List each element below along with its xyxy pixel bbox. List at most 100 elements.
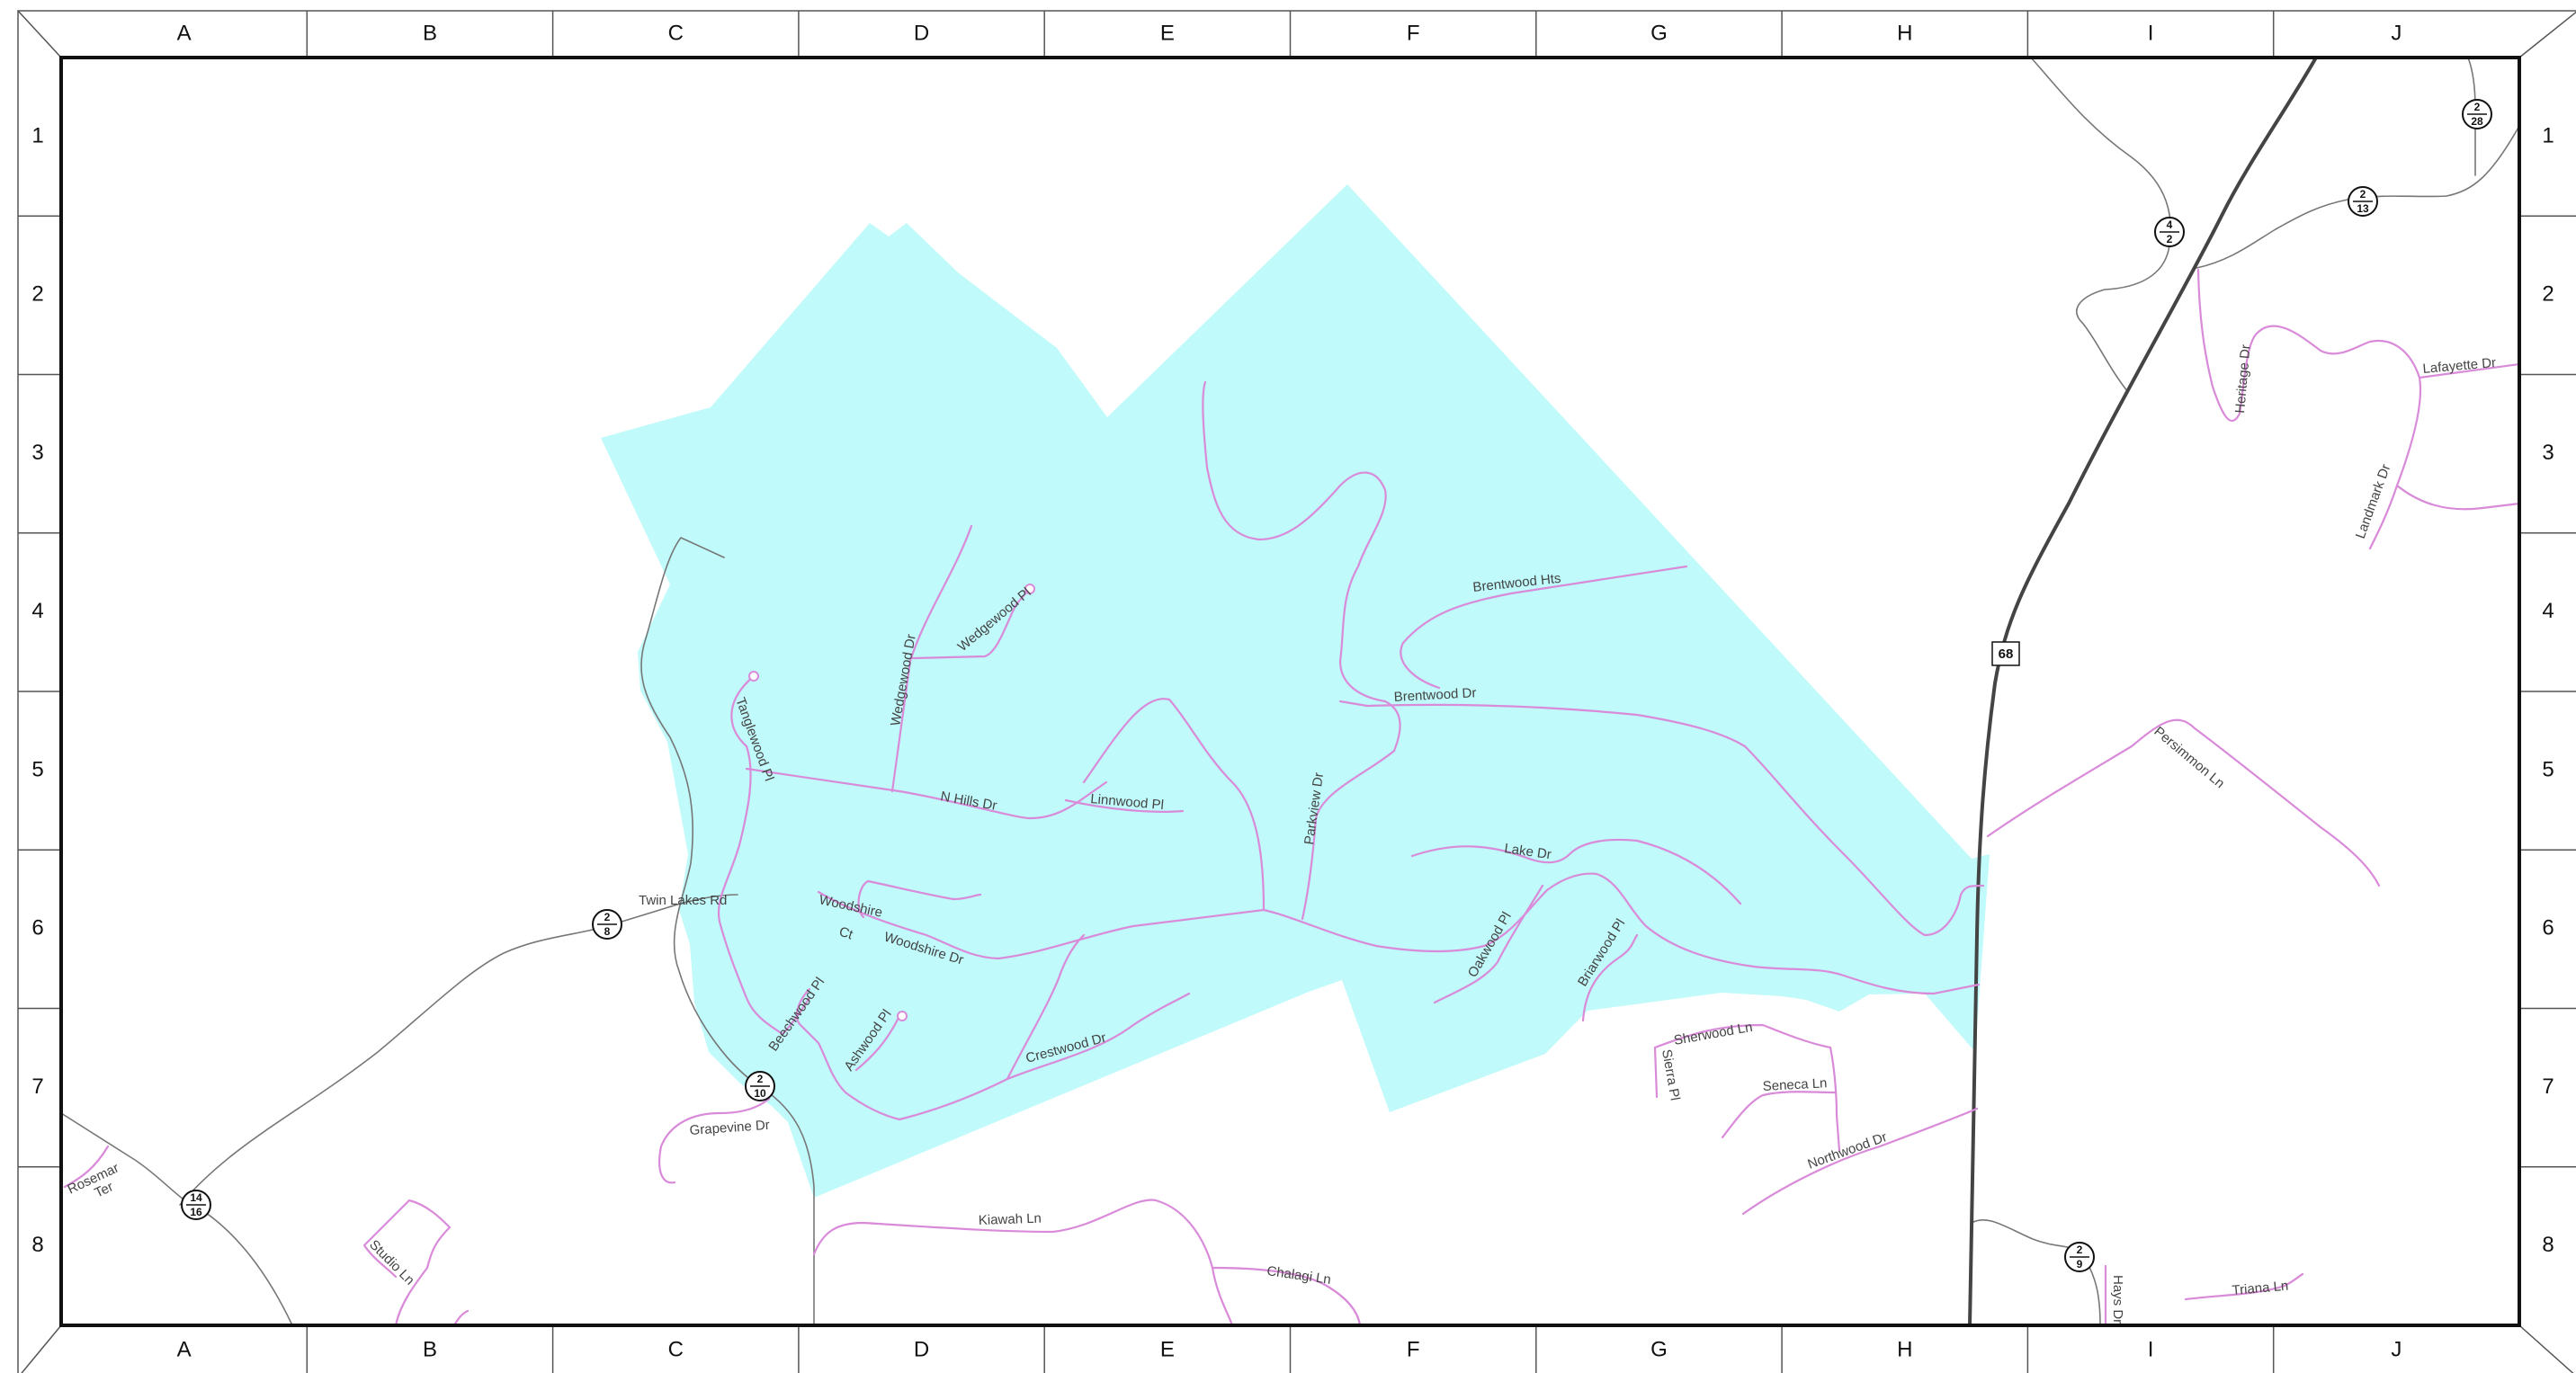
road-ne-2 xyxy=(2196,125,2520,269)
grid-col-label-i-bottom: I xyxy=(2148,1337,2154,1361)
grid-row-label-4-right: 4 xyxy=(2542,599,2554,623)
street-tanglewood-pl xyxy=(717,674,784,1036)
grid-row-label-7-right: 7 xyxy=(2542,1074,2554,1099)
route-marker-2-8: 28 xyxy=(592,909,622,940)
label-grapevine-dr: Grapevine Dr xyxy=(689,1118,770,1138)
street-sierra-pl xyxy=(1653,1046,1659,1099)
route-marker-bottom: 16 xyxy=(190,1206,202,1218)
grid-row-label-1-left: 1 xyxy=(31,123,43,147)
grid-row-label-3-right: 3 xyxy=(2542,441,2554,465)
street-parkview-dr xyxy=(1202,380,1401,921)
route-marker-top: 2 xyxy=(757,1073,764,1085)
route-marker-top: 2 xyxy=(604,911,611,923)
grid-row-label-3-left: 3 xyxy=(31,441,43,465)
street-beechwood-pl xyxy=(781,996,811,1036)
grid-row-label-5-right: 5 xyxy=(2542,757,2554,781)
grid-col-label-h-bottom: H xyxy=(1897,1337,1912,1361)
grid-row-label-4-left: 4 xyxy=(31,599,43,623)
label-brentwood-dr: Brentwood Dr xyxy=(1393,685,1476,705)
label-triana-ln: Triana Ln xyxy=(2232,1279,2289,1298)
label-heritage-dr: Heritage Dr xyxy=(2232,343,2254,414)
grid-col-label-d-bottom: D xyxy=(914,1337,929,1361)
street-n-hills-dr xyxy=(745,767,1108,820)
street-wedgewood-dr xyxy=(890,524,973,793)
street-crestwood-branch xyxy=(1006,933,1086,1081)
grid-col-label-i-top: I xyxy=(2148,21,2154,45)
street-northwood-dr xyxy=(1741,1107,1979,1216)
map-content xyxy=(60,56,2521,1327)
street-grapevine-dr xyxy=(658,1097,771,1184)
grid-col-label-j-bottom: J xyxy=(2391,1337,2402,1361)
street-woodshire-ct xyxy=(857,879,982,919)
grid-row-label-2-left: 2 xyxy=(31,282,43,307)
route-marker-4-2: 42 xyxy=(2154,217,2185,247)
grid-col-label-h-top: H xyxy=(1897,21,1912,45)
street-persimmon-ln xyxy=(1986,718,2381,887)
road-ne-1 xyxy=(2030,57,2171,393)
label-woodshire-ct-2: Ct xyxy=(837,924,855,943)
street-brentwood-hts xyxy=(1400,565,1688,690)
grid-row-label-5-left: 5 xyxy=(31,757,43,781)
grid-col-label-c-top: C xyxy=(668,21,684,45)
grid-col-label-c-bottom: C xyxy=(668,1337,684,1361)
street-woodshire-dr xyxy=(817,872,1981,995)
road-twin-lakes-rd xyxy=(179,894,738,1206)
cul-de-sac xyxy=(897,1011,908,1021)
route-marker-top: 2 xyxy=(2077,1244,2083,1256)
street-landmark-dr xyxy=(2395,484,2521,511)
grid-row-label-1-right: 1 xyxy=(2542,123,2554,147)
route-marker-2-10: 210 xyxy=(745,1071,775,1101)
grid-row-label-6-right: 6 xyxy=(2542,916,2554,941)
route-marker-top: 14 xyxy=(190,1191,202,1204)
grid-col-label-a-top: A xyxy=(177,21,192,45)
route-marker-bottom: 10 xyxy=(754,1087,766,1100)
street-triana-ln xyxy=(2184,1272,2304,1301)
route-marker-top: 4 xyxy=(2167,218,2173,231)
cul-de-sac xyxy=(748,671,759,682)
road-hays xyxy=(1971,1218,2101,1326)
route-marker-bottom: 8 xyxy=(604,925,611,938)
street-rosemar-ter xyxy=(63,1145,110,1189)
label-twin-lakes-rd: Twin Lakes Rd xyxy=(639,893,727,908)
street-ashwood-spur xyxy=(854,1014,901,1072)
street-crestwood-dr xyxy=(898,992,1191,1121)
street-briarwood-pl xyxy=(1581,933,1639,1022)
grid-col-label-e-bottom: E xyxy=(1160,1337,1175,1361)
street-lake-dr xyxy=(1410,838,1742,905)
highway-68-shield-number: 68 xyxy=(1999,646,2014,662)
cul-de-sac xyxy=(1024,584,1035,594)
grid-row-label-8-right: 8 xyxy=(2542,1233,2554,1257)
street-chalagi-ln xyxy=(1211,1266,1362,1327)
grid-row-label-7-left: 7 xyxy=(31,1074,43,1099)
grid-row-label-6-left: 6 xyxy=(31,916,43,941)
grid-col-label-f-bottom: F xyxy=(1407,1337,1420,1361)
grid-col-label-b-bottom: B xyxy=(423,1337,437,1361)
grid-row-label-2-right: 2 xyxy=(2542,282,2554,307)
street-ashwood-pl xyxy=(795,987,901,1121)
street-heritage-dr xyxy=(2196,268,2422,550)
street-linnwood-pl xyxy=(1064,798,1185,813)
route-marker-top: 2 xyxy=(2360,188,2366,201)
route-marker-bottom: 9 xyxy=(2077,1258,2083,1270)
grid-col-label-e-top: E xyxy=(1160,21,1175,45)
grid-col-label-d-top: D xyxy=(914,21,929,45)
street-studio-ln xyxy=(362,1199,452,1327)
grid-col-label-j-top: J xyxy=(2391,21,2402,45)
label-hays-dr: Hays Dr xyxy=(2110,1275,2125,1324)
street-studio-ln-end xyxy=(452,1309,470,1327)
route-marker-bottom: 13 xyxy=(2357,202,2369,215)
grid-col-label-g-top: G xyxy=(1650,21,1668,45)
route-marker-2-9: 29 xyxy=(2064,1242,2095,1272)
highway-68-shield: 68 xyxy=(1991,641,2020,666)
route-marker-bottom: 28 xyxy=(2471,115,2483,128)
grid-col-label-g-bottom: G xyxy=(1650,1337,1668,1361)
label-kiawah-ln: Kiawah Ln xyxy=(979,1211,1042,1228)
grid-labels: A A B B C C D D E E F F G G H H I I J J 1 1 2 2 3 3 4 4 5 5 6 6 7 7 8 8 xyxy=(31,21,2554,1361)
street-sherwood-ln xyxy=(1653,1023,1841,1153)
route-marker-bottom: 2 xyxy=(2167,233,2173,245)
street-oakwood-pl xyxy=(1433,884,1544,1004)
route-marker-2-28: 228 xyxy=(2462,99,2492,129)
